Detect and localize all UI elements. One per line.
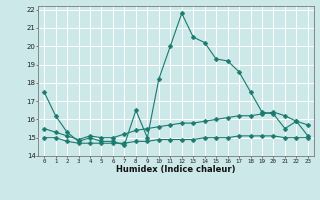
X-axis label: Humidex (Indice chaleur): Humidex (Indice chaleur) [116,165,236,174]
